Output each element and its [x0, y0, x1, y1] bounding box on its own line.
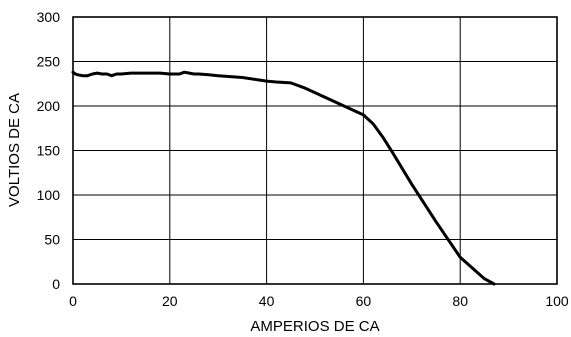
- y-axis: 0 50 100 150 200 250 300: [37, 9, 61, 292]
- series-layer: [71, 70, 496, 286]
- y-axis-title: VOLTIOS DE CA: [6, 93, 23, 207]
- x-tick-label: 20: [162, 293, 178, 309]
- x-tick-label: 80: [452, 293, 468, 309]
- y-tick-label: 150: [37, 143, 61, 159]
- series-line: [71, 70, 496, 286]
- y-tick-label: 250: [37, 54, 61, 70]
- y-tick-label: 50: [44, 232, 60, 248]
- y-tick-label: 100: [37, 187, 61, 203]
- x-tick-label: 0: [69, 293, 77, 309]
- y-tick-label: 300: [37, 9, 61, 25]
- grid: [73, 17, 557, 284]
- x-axis-title: AMPERIOS DE CA: [250, 318, 379, 335]
- y-tick-label: 200: [37, 98, 61, 114]
- y-tick-label: 0: [52, 276, 60, 292]
- x-tick-label: 100: [545, 293, 569, 309]
- x-axis: 0 20 40 60 80 100: [69, 293, 569, 309]
- plot-area: [72, 16, 558, 285]
- x-tick-label: 40: [259, 293, 275, 309]
- x-tick-label: 60: [356, 293, 372, 309]
